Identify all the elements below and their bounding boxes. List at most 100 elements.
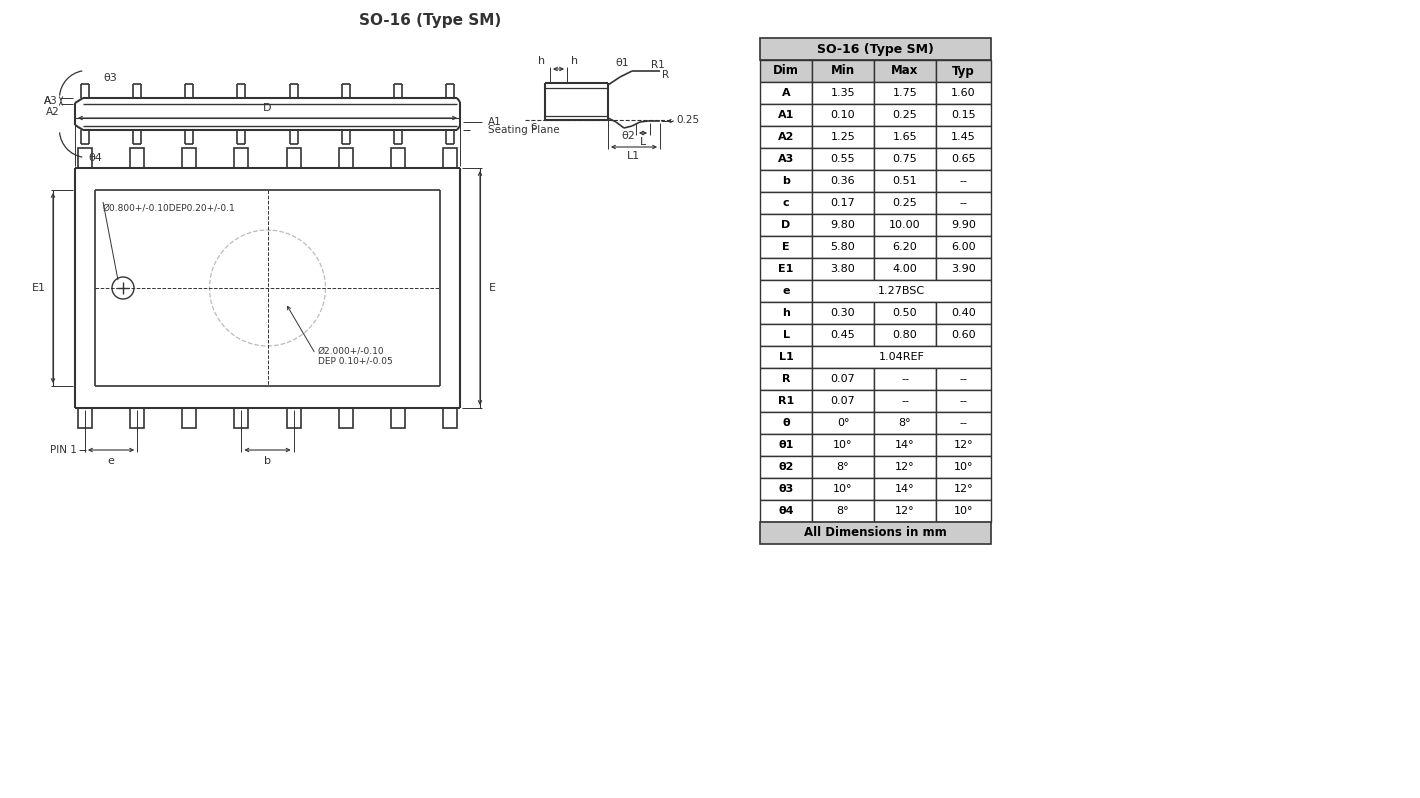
Bar [812,390,873,412]
Bar [812,82,873,104]
Text: PIN 1: PIN 1 [50,445,77,455]
Bar [873,434,936,456]
Bar [812,302,873,324]
Bar [339,408,352,428]
Text: 1.65: 1.65 [893,132,917,142]
Text: E1: E1 [778,264,794,274]
Bar [760,192,812,214]
Text: 0.15: 0.15 [951,110,976,120]
Bar [812,456,873,478]
Text: 10°: 10° [834,484,853,494]
Text: Max: Max [892,65,919,77]
Text: 10°: 10° [954,462,973,472]
Text: b: b [264,456,271,466]
Bar [443,148,457,168]
Text: 1.45: 1.45 [951,132,976,142]
Text: θ3: θ3 [778,484,794,494]
Bar [182,408,196,428]
Text: 6.20: 6.20 [893,242,917,252]
Text: A1: A1 [778,110,794,120]
Text: A: A [44,96,51,106]
Bar [936,170,991,192]
Bar [936,456,991,478]
Text: D: D [263,103,271,113]
Bar [131,148,145,168]
Bar [760,126,812,148]
Bar [812,434,873,456]
Bar [760,148,812,170]
Bar [936,82,991,104]
Text: 0.80: 0.80 [893,330,917,340]
Text: θ2: θ2 [778,462,794,472]
Text: Ø2.000+/-0.10
DEP 0.10+/-0.05: Ø2.000+/-0.10 DEP 0.10+/-0.05 [318,346,392,365]
Text: --: -- [960,418,967,428]
Bar [812,214,873,236]
Text: 1.60: 1.60 [951,88,976,98]
Bar [391,408,405,428]
Bar [760,104,812,126]
Bar [760,346,812,368]
Bar [936,236,991,258]
Bar [234,148,248,168]
Bar [873,170,936,192]
Bar [936,126,991,148]
Text: --: -- [960,198,967,208]
Text: 0.30: 0.30 [831,308,855,318]
Bar [873,148,936,170]
Bar [760,82,812,104]
Text: c: c [530,121,537,131]
Text: 5.80: 5.80 [831,242,855,252]
Bar [936,500,991,522]
Bar [812,104,873,126]
Bar [936,412,991,434]
Bar [812,148,873,170]
Bar [873,82,936,104]
Text: 3.80: 3.80 [831,264,855,274]
Text: 0.45: 0.45 [831,330,855,340]
Bar [873,390,936,412]
Text: 0.36: 0.36 [831,176,855,186]
Bar [936,478,991,500]
Bar [873,368,936,390]
Text: θ1: θ1 [778,440,794,450]
Text: D: D [781,220,791,230]
Text: 12°: 12° [895,506,914,516]
Text: 0°: 0° [836,418,849,428]
Text: E: E [488,283,496,293]
Text: L: L [640,137,646,147]
Text: 8°: 8° [836,506,849,516]
Bar [760,434,812,456]
Bar [936,368,991,390]
Bar [78,148,92,168]
Text: --: -- [960,396,967,406]
Bar [936,258,991,280]
Bar [936,60,991,82]
Text: 0.25: 0.25 [676,115,699,125]
Bar [760,478,812,500]
Text: 1.27BSC: 1.27BSC [878,286,924,296]
Text: 1.35: 1.35 [831,88,855,98]
Text: 9.80: 9.80 [831,220,855,230]
Bar [760,456,812,478]
Text: --: -- [902,396,909,406]
Text: 14°: 14° [895,484,914,494]
Text: 0.25: 0.25 [893,198,917,208]
Text: SO-16 (Type SM): SO-16 (Type SM) [816,42,934,56]
Bar [760,170,812,192]
Bar [873,126,936,148]
Text: 4.00: 4.00 [893,264,917,274]
Text: E: E [782,242,790,252]
Text: 0.75: 0.75 [893,154,917,164]
Text: Typ: Typ [953,65,976,77]
Bar [339,148,352,168]
Bar [131,408,145,428]
Text: 10.00: 10.00 [889,220,920,230]
Text: 10°: 10° [834,440,853,450]
Text: h: h [571,56,578,66]
Bar [287,148,301,168]
Bar [760,302,812,324]
Text: h: h [538,56,545,66]
Bar [760,368,812,390]
Text: A: A [781,88,791,98]
Text: R: R [782,374,791,384]
